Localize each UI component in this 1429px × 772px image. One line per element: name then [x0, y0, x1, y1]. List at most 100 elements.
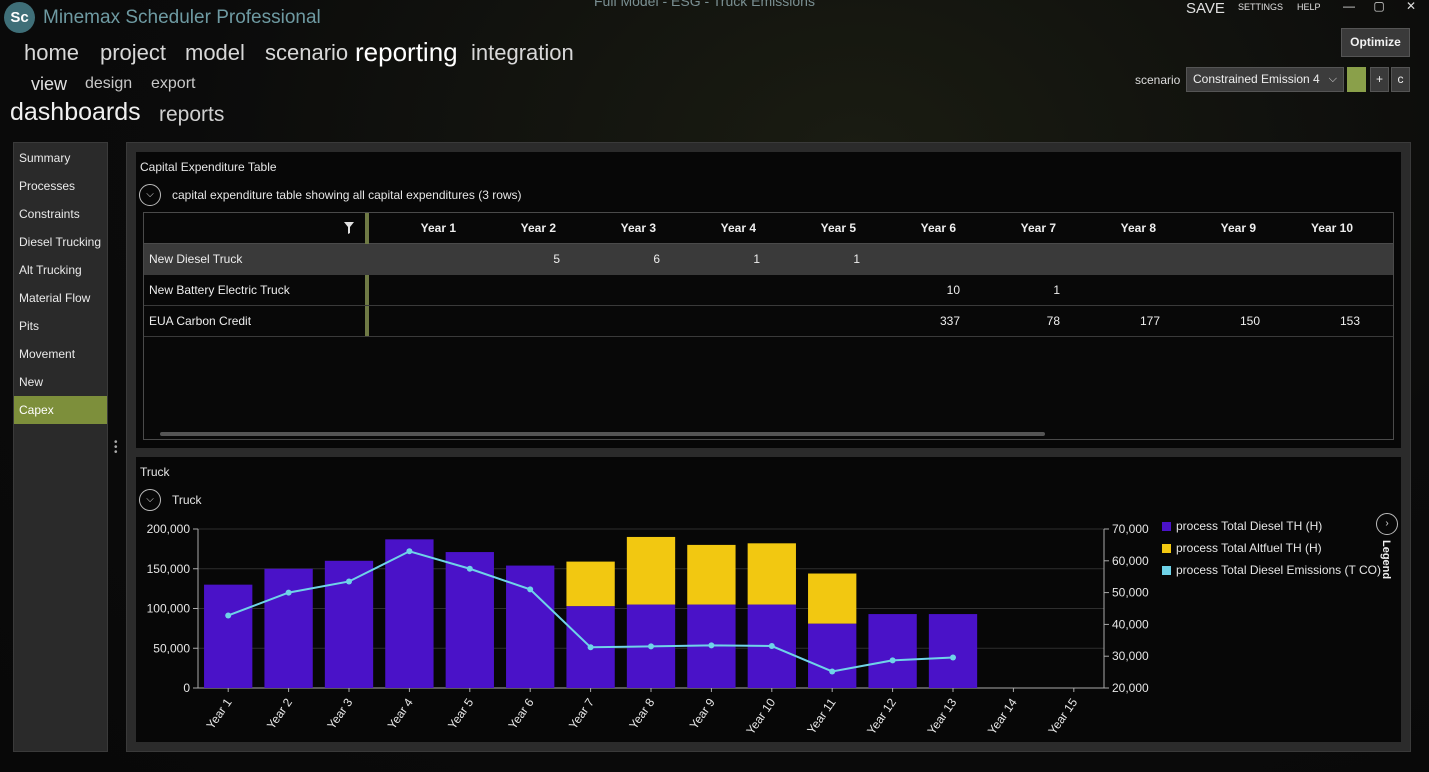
legend-item-altfuel-th[interactable]: process Total Altfuel TH (H) [1162, 541, 1322, 555]
truck-panel-title: Truck [140, 465, 170, 479]
collapse-truck-button[interactable]: ⌵ [139, 489, 161, 511]
table-cell: 78 [1046, 314, 1060, 328]
nav-dashboards[interactable]: dashboards [10, 98, 141, 126]
table-cell: 10 [946, 283, 960, 297]
column-header[interactable]: Year 5 [820, 221, 856, 235]
legend-vertical-label[interactable]: Legend [1380, 540, 1392, 580]
scenario-select[interactable]: Constrained Emission 4 ⌵ [1186, 67, 1344, 92]
copy-scenario-button[interactable]: c [1391, 67, 1410, 92]
maximize-button[interactable]: ▢ [1373, 0, 1385, 13]
table-row[interactable]: EUA Carbon Credit 337 78 177 150 153 [144, 306, 1393, 337]
y-left-tick-label: 0 [183, 681, 190, 695]
column-header[interactable]: Year 4 [720, 221, 756, 235]
emissions-point [889, 657, 896, 664]
table-cell: 177 [1139, 314, 1160, 328]
scenario-label: scenario [1135, 73, 1181, 87]
nav-reports[interactable]: reports [159, 103, 225, 126]
table-header: Year 1 Year 2 Year 3 Year 4 Year 5 Year … [144, 213, 1393, 244]
x-tick-label: Year 3 [324, 695, 355, 731]
sidebar-item-constraints[interactable]: Constraints [19, 207, 80, 221]
save-link[interactable]: SAVE [1186, 0, 1225, 17]
x-tick-label: Year 1 [204, 695, 235, 731]
sidebar-item-new[interactable]: New [19, 375, 44, 389]
legend-item-diesel-emissions[interactable]: process Total Diesel Emissions (T CO) [1162, 563, 1381, 577]
column-header[interactable]: Year 2 [520, 221, 556, 235]
table-cell: 1 [753, 252, 760, 266]
column-header[interactable]: Year 9 [1220, 221, 1256, 235]
horizontal-scrollbar[interactable] [160, 432, 1045, 436]
x-tick-label: Year 9 [687, 695, 718, 731]
y-right-tick-label: 70,000 [1112, 522, 1149, 536]
scenario-color-swatch[interactable] [1347, 67, 1366, 92]
column-header[interactable]: Year 7 [1020, 221, 1056, 235]
nav-home[interactable]: home [24, 40, 80, 65]
sidebar-item-alt-trucking[interactable]: Alt Trucking [19, 263, 82, 277]
nav-reporting[interactable]: reporting [355, 37, 458, 67]
legend-swatch [1162, 544, 1171, 553]
sidebar-item-material-flow[interactable]: Material Flow [19, 291, 91, 305]
dashboard-sidebar: Summary Processes Constraints Diesel Tru… [13, 142, 108, 752]
settings-link[interactable]: SETTINGS [1238, 2, 1284, 12]
close-button[interactable]: ✕ [1405, 0, 1417, 13]
column-header[interactable]: Year 10 [1310, 221, 1353, 235]
sidebar-item-capex[interactable]: Capex [14, 396, 107, 424]
sidebar-item-diesel-trucking[interactable]: Diesel Trucking [19, 235, 102, 249]
nav-project[interactable]: project [100, 40, 167, 65]
document-title: Full Model - ESG - Truck Emissions [594, 0, 815, 9]
y-left-tick-label: 50,000 [153, 641, 190, 655]
minimize-button[interactable]: — [1343, 0, 1355, 13]
table-cell: 1 [853, 252, 860, 266]
filter-icon[interactable] [344, 222, 354, 234]
y-left-tick-label: 200,000 [147, 522, 191, 536]
optimize-button[interactable]: Optimize [1341, 28, 1410, 57]
capex-description: capital expenditure table showing all ca… [172, 188, 522, 202]
emissions-point [346, 578, 352, 585]
bar-segment [808, 573, 857, 624]
emissions-point [285, 589, 292, 596]
nav-export[interactable]: export [151, 75, 196, 92]
sidebar-splitter-handle[interactable]: • • • [114, 437, 118, 458]
y-right-tick-label: 50,000 [1112, 586, 1149, 600]
nav-integration[interactable]: integration [471, 40, 574, 65]
row-name: New Diesel Truck [149, 252, 243, 266]
legend-toggle-icon[interactable]: › [1376, 513, 1398, 535]
bar-segment [687, 544, 736, 605]
sidebar-item-processes[interactable]: Processes [19, 179, 76, 193]
column-header[interactable]: Year 8 [1120, 221, 1156, 235]
app-logo: Sc [4, 2, 35, 33]
table-row[interactable]: New Battery Electric Truck 10 1 [144, 275, 1393, 306]
emissions-point [527, 586, 534, 593]
nav-model[interactable]: model [185, 40, 245, 65]
legend-swatch [1162, 566, 1171, 575]
sidebar-item-summary[interactable]: Summary [19, 151, 71, 165]
column-header[interactable]: Year 3 [620, 221, 656, 235]
row-name: EUA Carbon Credit [149, 314, 252, 328]
x-tick-label: Year 14 [985, 695, 1020, 737]
table-row[interactable]: New Diesel Truck 5 6 1 1 [144, 244, 1393, 275]
y-left-tick-label: 100,000 [147, 602, 191, 616]
legend-item-diesel-th[interactable]: process Total Diesel TH (H) [1162, 519, 1322, 533]
sidebar-item-pits[interactable]: Pits [19, 319, 40, 333]
emissions-point [708, 642, 715, 649]
legend-label: process Total Altfuel TH (H) [1176, 541, 1322, 555]
x-tick-label: Year 11 [804, 695, 839, 736]
bar-segment [385, 539, 434, 688]
help-link[interactable]: HELP [1297, 2, 1321, 12]
sidebar-item-movement[interactable]: Movement [19, 347, 76, 361]
bar-segment [264, 568, 313, 688]
column-header[interactable]: Year 1 [420, 221, 456, 235]
nav-scenario[interactable]: scenario [265, 40, 349, 65]
emissions-point [587, 644, 594, 651]
collapse-capex-button[interactable]: ⌵ [139, 184, 161, 206]
column-header[interactable]: Year 6 [920, 221, 956, 235]
table-cell: 6 [653, 252, 660, 266]
bar-segment [747, 543, 796, 605]
table-cell: 5 [553, 252, 560, 266]
x-tick-label: Year 15 [1045, 695, 1080, 737]
nav-view[interactable]: view [31, 74, 68, 94]
nav-design[interactable]: design [85, 75, 133, 92]
bar-segment [626, 536, 676, 605]
chevron-down-icon: ⌵ [1328, 73, 1337, 85]
add-scenario-button[interactable]: + [1370, 67, 1389, 92]
